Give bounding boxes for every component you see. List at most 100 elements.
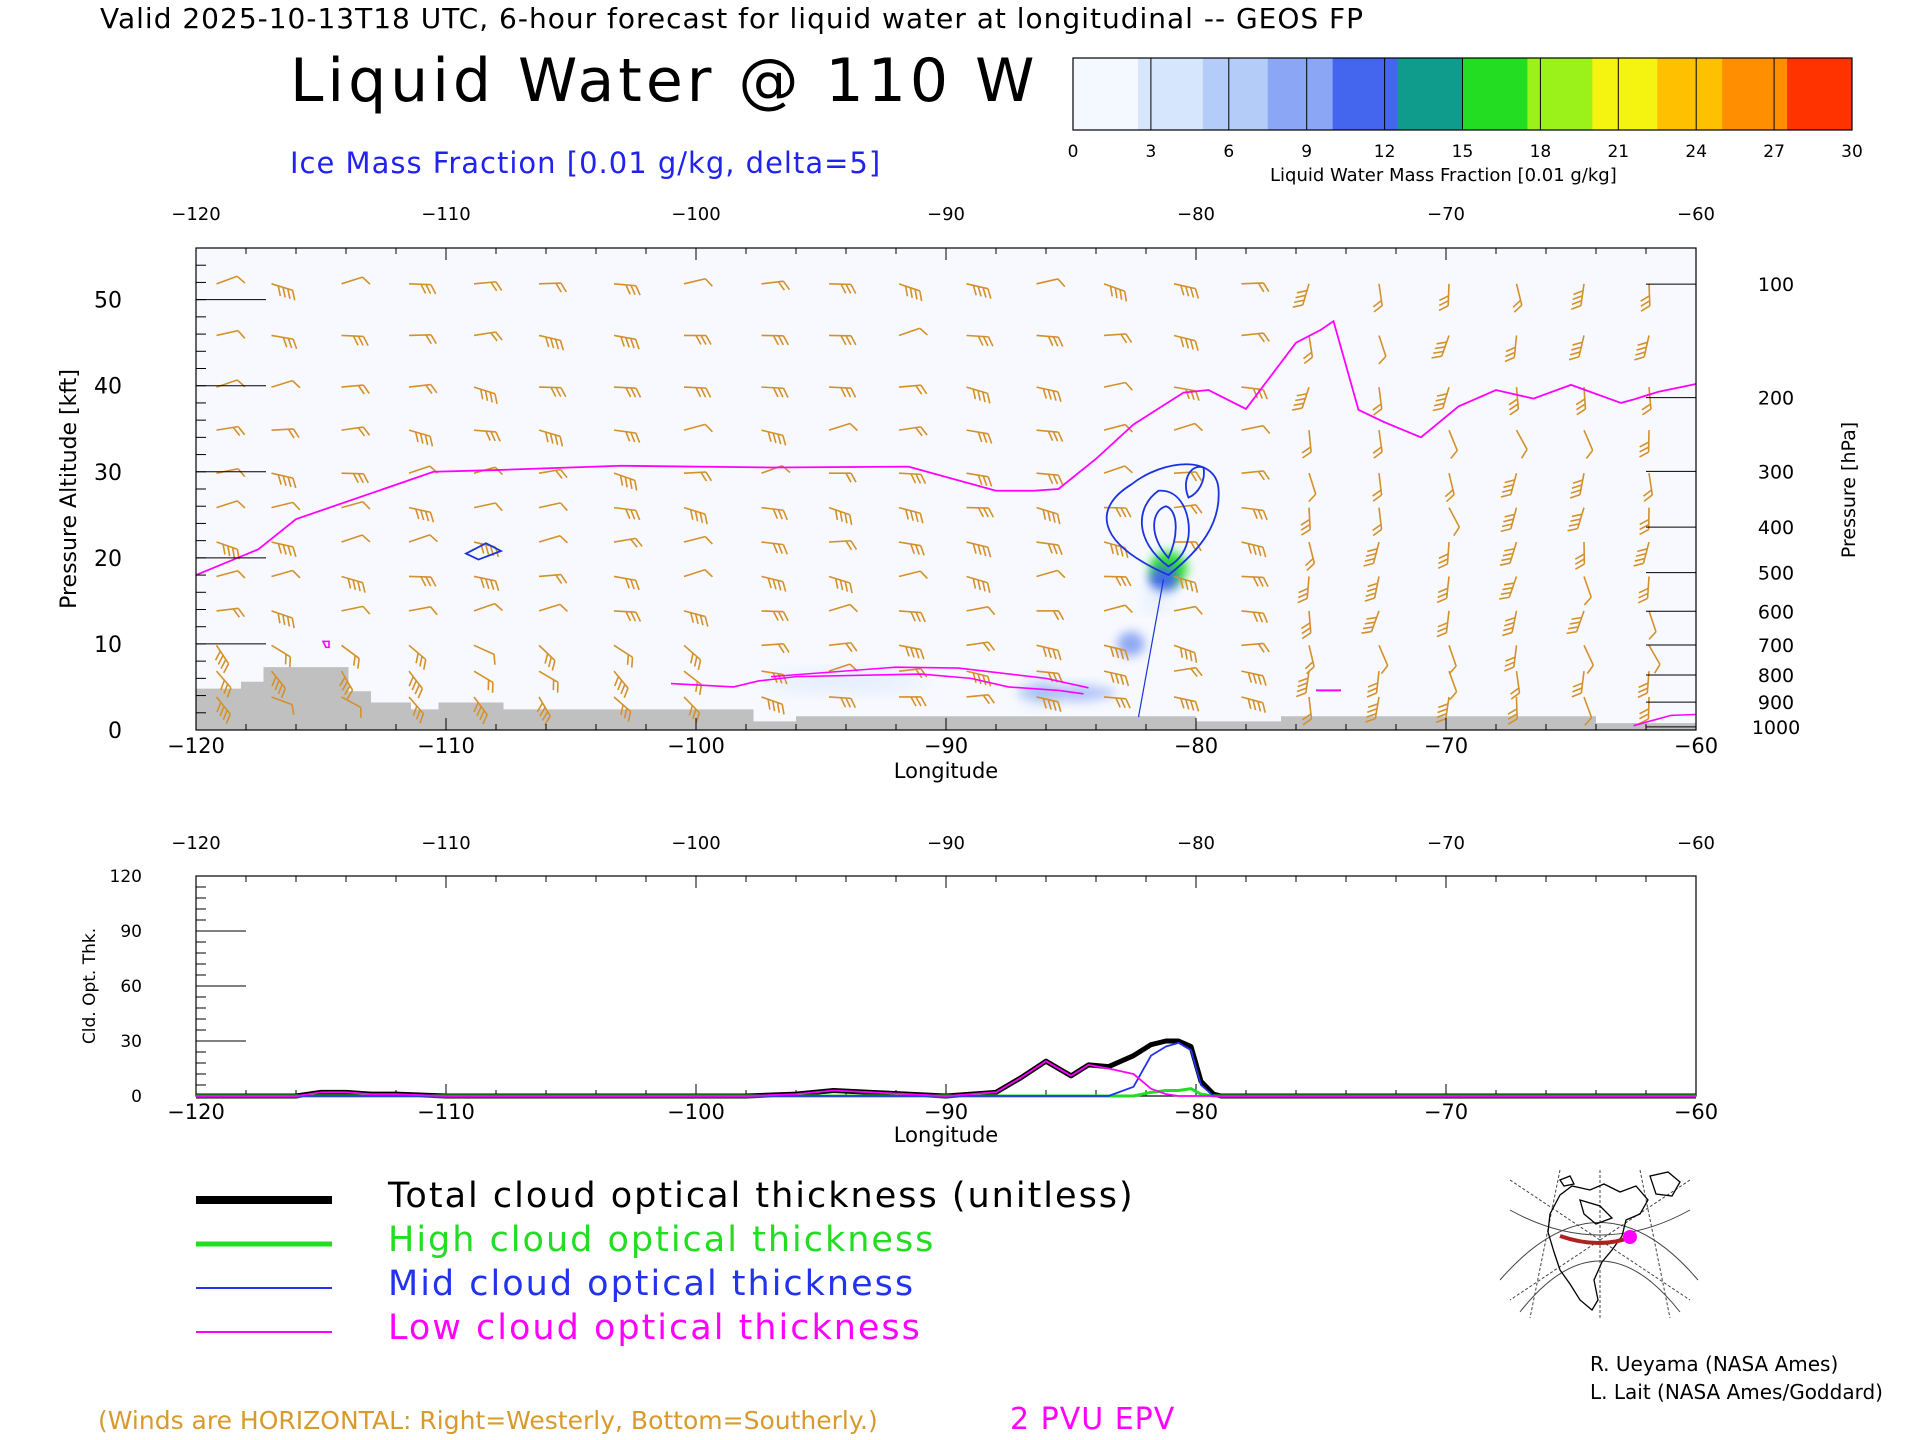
wind-barb-shaft bbox=[613, 334, 636, 341]
wind-barb-flag bbox=[419, 433, 424, 444]
wind-barb-flag bbox=[495, 431, 501, 442]
wind-barb-flag bbox=[782, 335, 790, 346]
wind-barb-shaft bbox=[1508, 576, 1518, 598]
wind-barb-flag bbox=[1262, 510, 1268, 521]
wind-barb-shaft bbox=[1579, 473, 1585, 495]
x-tick-label: −100 bbox=[667, 734, 725, 758]
wind-barb bbox=[408, 333, 437, 345]
wind-barb-shaft bbox=[1510, 507, 1518, 530]
wind-barb-flag bbox=[554, 339, 560, 350]
terrain-area bbox=[196, 667, 1696, 730]
wind-barb bbox=[215, 696, 232, 724]
wind-barb-flag bbox=[1114, 544, 1119, 556]
wind-barb-shaft bbox=[1036, 506, 1058, 515]
x-tick-label-top: −60 bbox=[1677, 833, 1715, 854]
wind-barb-flag bbox=[1503, 666, 1515, 672]
wind-barb bbox=[1241, 282, 1270, 293]
wind-barb bbox=[966, 641, 996, 652]
wind-barb-shaft bbox=[683, 535, 706, 543]
colorbar-swatch bbox=[1592, 58, 1658, 130]
wind-barb bbox=[216, 275, 246, 285]
wind-barb bbox=[1297, 576, 1310, 604]
wind-barb-shaft bbox=[683, 569, 706, 578]
wind-barb-flag bbox=[422, 659, 427, 670]
wind-barb-shaft bbox=[1306, 576, 1310, 599]
wind-barb-flag bbox=[627, 711, 632, 722]
wind-barb-shaft bbox=[613, 696, 632, 713]
wind-barb-flag bbox=[986, 393, 991, 404]
wind-barb-shaft bbox=[1515, 696, 1518, 719]
wind-barb-flag bbox=[271, 676, 277, 687]
wind-barb-flag bbox=[1438, 300, 1449, 307]
wind-barb bbox=[408, 575, 437, 587]
wind-barb bbox=[1173, 696, 1200, 712]
wind-barb-shaft bbox=[1308, 335, 1314, 358]
wind-barb-shaft bbox=[1378, 387, 1383, 410]
wind-barb-shaft bbox=[613, 386, 637, 389]
wind-barb-flag bbox=[1637, 692, 1648, 699]
wind-barb-flag bbox=[555, 282, 562, 293]
colorbar-swatch bbox=[1787, 58, 1853, 130]
wind-barb bbox=[1173, 666, 1203, 678]
wind-barb-flag bbox=[1252, 611, 1259, 622]
wind-barb-flag bbox=[782, 544, 788, 555]
wind-barb bbox=[613, 334, 640, 350]
wind-barb-flag bbox=[1114, 673, 1120, 684]
wind-barb-shaft bbox=[538, 502, 561, 509]
pressure-tick-label: 1000 bbox=[1752, 717, 1800, 739]
wind-barb bbox=[828, 422, 859, 432]
epv-line-low bbox=[1633, 713, 1697, 727]
wind-barb bbox=[1432, 386, 1450, 412]
wind-barb-flag bbox=[346, 689, 354, 700]
wind-barb bbox=[898, 472, 927, 484]
wind-barb-flag bbox=[840, 697, 847, 708]
wind-barb-flag bbox=[484, 578, 490, 589]
wind-barb-flag bbox=[1367, 548, 1378, 553]
wind-barb-flag bbox=[1438, 305, 1449, 312]
wind-barb-flag bbox=[982, 336, 989, 347]
wind-barb-flag bbox=[414, 684, 421, 695]
wind-barb-flag bbox=[850, 335, 857, 346]
wind-barb-flag bbox=[1638, 592, 1649, 599]
wind-barb-flag bbox=[623, 687, 629, 698]
wind-barb-flag bbox=[1638, 682, 1649, 689]
wind-barb bbox=[828, 334, 857, 346]
wind-barb-shaft bbox=[1513, 335, 1518, 358]
wind-barb bbox=[1568, 335, 1585, 361]
wind-barb-flag bbox=[1504, 356, 1515, 363]
wind-barb-flag bbox=[1042, 388, 1048, 399]
wind-barb bbox=[683, 386, 712, 398]
wind-barb-flag bbox=[1502, 552, 1514, 557]
wind-barb-flag bbox=[1364, 621, 1376, 625]
wind-barb bbox=[966, 429, 993, 444]
wind-barb-flag bbox=[1042, 509, 1047, 520]
wind-barb-flag bbox=[362, 605, 371, 615]
wind-barb bbox=[1365, 696, 1380, 723]
wind-barb-flag bbox=[217, 654, 224, 665]
wind-barb bbox=[1504, 335, 1518, 363]
wind-barb bbox=[473, 502, 503, 512]
wind-barb-flag bbox=[915, 544, 920, 555]
wind-barb bbox=[215, 670, 232, 698]
wind-barb-shaft bbox=[1173, 422, 1196, 431]
wind-barb-shaft bbox=[1510, 472, 1518, 495]
wind-barb-shaft bbox=[1448, 507, 1461, 528]
wind-barb bbox=[966, 334, 994, 347]
wind-barb-flag bbox=[1448, 665, 1457, 675]
wind-barb-flag bbox=[767, 577, 772, 589]
wind-barb-shaft bbox=[1241, 670, 1264, 677]
wind-barb bbox=[1637, 671, 1650, 699]
wind-barb-flag bbox=[1366, 587, 1377, 593]
wind-barb-shaft bbox=[271, 334, 294, 340]
wind-barb bbox=[341, 500, 371, 510]
wind-barb bbox=[271, 644, 292, 668]
x-axis-label: Longitude bbox=[894, 759, 998, 783]
wind-barb-flag bbox=[1635, 552, 1647, 558]
wind-barb-shaft bbox=[1372, 541, 1380, 564]
wind-barb-shaft bbox=[1036, 472, 1059, 476]
wind-barb-flag bbox=[695, 335, 702, 345]
wind-barb-shaft bbox=[1378, 507, 1383, 530]
wind-barb-flag bbox=[1575, 563, 1585, 570]
wind-barb-flag bbox=[1366, 616, 1377, 620]
optical-thickness-lines bbox=[196, 1038, 1696, 1099]
